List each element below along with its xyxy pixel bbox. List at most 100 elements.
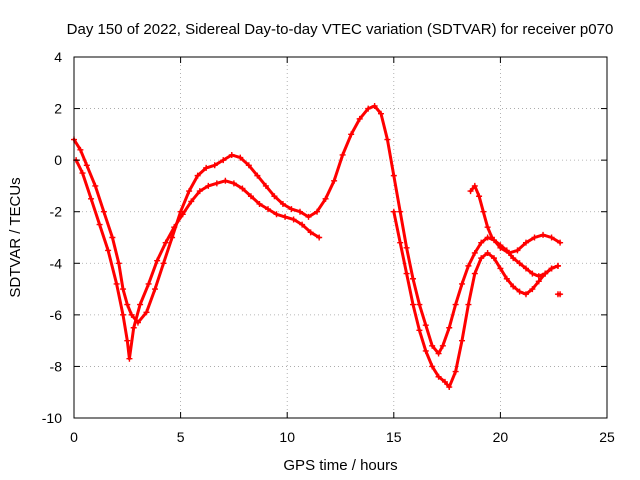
data-point (237, 154, 244, 161)
grid (74, 57, 607, 418)
y-tick-label: -10 (42, 410, 62, 426)
series-layer (71, 102, 564, 391)
data-point (143, 309, 150, 316)
data-point (188, 198, 195, 205)
data-point (92, 182, 99, 189)
data-point (439, 342, 446, 349)
data-point (465, 301, 472, 308)
data-point (465, 262, 472, 269)
data-point (476, 193, 483, 200)
x-tick-label: 10 (279, 429, 295, 445)
data-point (194, 172, 201, 179)
data-point (409, 301, 416, 308)
data-point (171, 224, 178, 231)
data-point (505, 249, 512, 256)
data-point (331, 177, 338, 184)
data-point (459, 337, 466, 344)
data-point (480, 208, 487, 215)
data-point (247, 193, 254, 200)
data-point (452, 301, 459, 308)
y-tick-label: -2 (50, 204, 63, 220)
x-tick-label: 25 (599, 429, 615, 445)
data-point (540, 231, 547, 238)
data-point (548, 234, 555, 241)
data-point (222, 177, 229, 184)
data-point (484, 249, 491, 256)
series-trace (72, 104, 560, 355)
data-point (256, 200, 263, 207)
data-point (154, 257, 161, 264)
data-point (314, 208, 321, 215)
data-point (128, 311, 135, 318)
data-point (279, 200, 286, 207)
data-point (316, 234, 323, 241)
data-point (160, 260, 167, 267)
data-point (271, 193, 278, 200)
data-point (348, 131, 355, 138)
data-point (186, 188, 193, 195)
data-point (478, 255, 485, 262)
data-point (205, 182, 212, 189)
data-point (529, 270, 536, 277)
data-point (516, 260, 523, 267)
data-point (471, 249, 478, 256)
data-point (305, 213, 312, 220)
data-point (429, 363, 436, 370)
data-point (124, 301, 131, 308)
data-point (130, 324, 137, 331)
data-point (290, 216, 297, 223)
x-tick-label: 5 (177, 429, 185, 445)
data-point (397, 208, 404, 215)
data-point (179, 211, 186, 218)
data-point (497, 265, 504, 272)
series-3 (390, 208, 561, 391)
data-point (409, 275, 416, 282)
data-point (390, 208, 397, 215)
data-point (535, 273, 542, 280)
data-point (542, 270, 549, 277)
x-tick-label: 0 (70, 429, 78, 445)
data-point (220, 157, 227, 164)
data-point (145, 280, 152, 287)
data-point (296, 208, 303, 215)
data-point (435, 373, 442, 380)
data-point (196, 188, 203, 195)
y-tick-label: -4 (50, 255, 63, 271)
data-point (557, 239, 564, 246)
data-point (390, 172, 397, 179)
y-tick-label: -6 (50, 307, 63, 323)
data-point (126, 355, 133, 362)
data-point (120, 311, 127, 318)
data-point (322, 195, 329, 202)
y-axis-title: SDTVAR / TECUs (7, 177, 24, 297)
y-tick-label: 2 (54, 101, 62, 117)
data-point (365, 105, 372, 112)
series-2 (73, 157, 323, 362)
data-point (109, 234, 116, 241)
data-point (422, 322, 429, 329)
data-point (446, 384, 453, 391)
data-point (88, 195, 95, 202)
data-point (467, 188, 474, 195)
series-5 (554, 291, 564, 298)
data-point (384, 136, 391, 143)
data-point (77, 146, 84, 153)
data-point (356, 115, 363, 122)
data-point (416, 327, 423, 334)
data-point (262, 182, 269, 189)
data-point (137, 301, 144, 308)
data-point (265, 206, 272, 213)
data-point (557, 291, 564, 298)
data-point (452, 368, 459, 375)
x-tick-label: 15 (386, 429, 402, 445)
data-point (471, 270, 478, 277)
series-4 (467, 182, 564, 256)
data-point (228, 151, 235, 158)
data-point (282, 213, 289, 220)
data-point (105, 247, 112, 254)
data-point (471, 182, 478, 189)
data-point (79, 170, 86, 177)
data-point (288, 206, 295, 213)
data-point (162, 239, 169, 246)
